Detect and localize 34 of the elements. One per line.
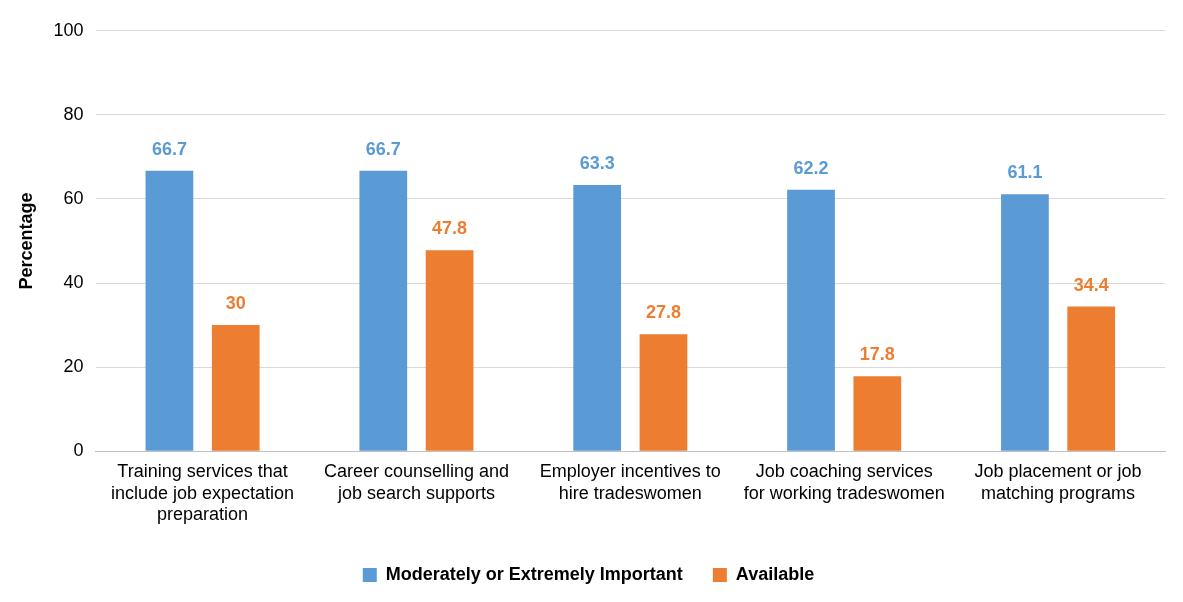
bar [573, 185, 622, 451]
bar [359, 170, 408, 451]
data-label: 17.8 [859, 344, 895, 365]
y-tick-label: 20 [63, 356, 84, 377]
data-label: 61.1 [1007, 162, 1043, 183]
y-tick-label: 60 [63, 187, 84, 208]
data-label: 30 [225, 293, 246, 314]
bar [853, 376, 902, 451]
data-label: 66.7 [151, 138, 187, 159]
bar [1001, 194, 1049, 451]
y-tick-label: 100 [53, 19, 84, 40]
data-label: 27.8 [645, 302, 681, 323]
bar [145, 170, 194, 451]
bar [787, 189, 835, 451]
data-label: 66.7 [365, 138, 401, 159]
x-tick-label: Training services that include job expectation preparation [111, 460, 295, 525]
bar [1067, 306, 1116, 451]
bar [425, 250, 474, 451]
bar [211, 325, 260, 451]
legend-label: Moderately or Extremely Important [385, 563, 683, 584]
y-tick-label: 80 [63, 103, 84, 124]
bar [639, 334, 688, 451]
x-tick-label: Job placement or job matching programs [974, 460, 1142, 503]
x-tick-label: Employer incentives to hire tradeswomen [539, 460, 721, 503]
x-tick-label: Job coaching services for working tradeswomen [743, 460, 945, 503]
legend-label: Available [735, 563, 815, 584]
data-label: 62.2 [793, 157, 829, 178]
y-axis-title: Percentage [15, 192, 36, 290]
data-label: 63.3 [579, 153, 615, 174]
data-label: 34.4 [1073, 274, 1109, 295]
y-tick-label: 40 [63, 272, 84, 293]
x-tick-label: Career counselling and job search supports [323, 460, 510, 503]
y-tick-label: 0 [73, 440, 84, 461]
data-label: 47.8 [432, 218, 468, 239]
